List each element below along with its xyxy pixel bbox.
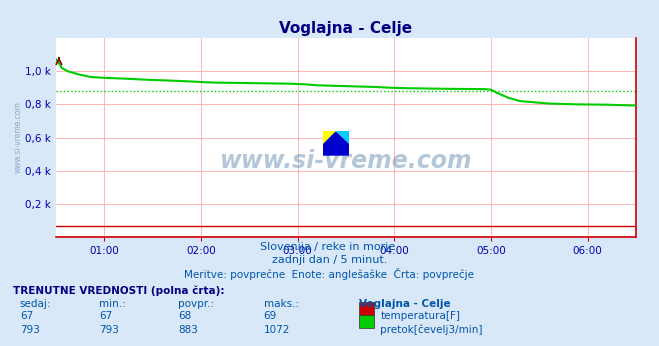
Text: 793: 793 [20,325,40,335]
Text: 69: 69 [264,311,277,321]
Text: zadnji dan / 5 minut.: zadnji dan / 5 minut. [272,255,387,265]
Polygon shape [323,131,336,144]
Text: maks.:: maks.: [264,299,299,309]
Text: 67: 67 [99,311,112,321]
Text: temperatura[F]: temperatura[F] [380,311,460,321]
Polygon shape [336,131,349,144]
Text: sedaj:: sedaj: [20,299,51,309]
Polygon shape [323,131,349,156]
Text: 1072: 1072 [264,325,290,335]
Text: TRENUTNE VREDNOSTI (polna črta):: TRENUTNE VREDNOSTI (polna črta): [13,285,225,296]
Text: Slovenija / reke in morje.: Slovenija / reke in morje. [260,242,399,252]
Text: Meritve: povprečne  Enote: anglešaške  Črta: povprečje: Meritve: povprečne Enote: anglešaške Črt… [185,268,474,281]
Text: 793: 793 [99,325,119,335]
Text: www.si-vreme.com: www.si-vreme.com [14,102,23,173]
Text: povpr.:: povpr.: [178,299,214,309]
Text: pretok[čevelj3/min]: pretok[čevelj3/min] [380,325,483,335]
Text: www.si-vreme.com: www.si-vreme.com [219,149,473,173]
Text: min.:: min.: [99,299,126,309]
Text: 883: 883 [178,325,198,335]
Text: 67: 67 [20,311,33,321]
Text: 68: 68 [178,311,191,321]
Text: Voglajna - Celje: Voglajna - Celje [359,299,451,309]
Title: Voglajna - Celje: Voglajna - Celje [279,20,413,36]
